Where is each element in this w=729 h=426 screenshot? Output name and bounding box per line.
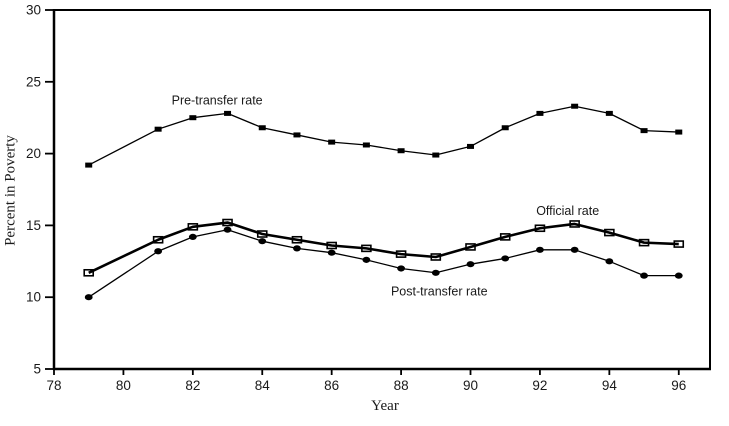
- post-transfer-rate-marker: [640, 272, 648, 279]
- pre-transfer-rate-marker: [605, 110, 613, 116]
- pre-transfer-rate-label: Pre-transfer rate: [172, 93, 263, 107]
- official-rate-marker: [430, 253, 442, 261]
- official-rate-label: Official rate: [536, 204, 599, 218]
- pre-transfer-rate-marker: [224, 110, 232, 116]
- official-rate-marker: [604, 228, 615, 237]
- pre-transfer-rate-marker: [189, 115, 197, 121]
- official-rate-marker: [465, 243, 476, 251]
- official-rate-line: [88, 221, 679, 274]
- y-tick-label: 15: [26, 218, 41, 233]
- official-rate-marker: [83, 268, 95, 277]
- post-transfer-rate-marker: [258, 238, 267, 245]
- pre-transfer-rate-marker: [675, 129, 683, 135]
- official-rate-marker: [326, 241, 337, 250]
- post-transfer-rate-label: Post-transfer rate: [391, 284, 488, 298]
- post-transfer-rate-marker: [188, 233, 197, 240]
- post-transfer-rate-line: [88, 229, 679, 298]
- post-transfer-rate-marker: [536, 246, 544, 253]
- post-transfer-rate-marker: [223, 226, 232, 233]
- post-transfer-rate-marker: [466, 261, 475, 268]
- post-transfer-rate-marker: [397, 265, 405, 272]
- y-tick-label: 5: [33, 362, 41, 377]
- pre-transfer-rate-marker: [85, 162, 93, 168]
- post-transfer-rate-marker: [570, 246, 579, 253]
- pre-transfer-rate-marker: [397, 148, 405, 154]
- official-rate-marker: [187, 223, 199, 231]
- official-rate-marker: [673, 240, 685, 248]
- post-transfer-rate-marker: [154, 248, 163, 255]
- pre-transfer-rate-marker: [467, 143, 475, 149]
- official-rate-marker: [569, 220, 580, 228]
- x-tick-label: 96: [671, 378, 686, 393]
- post-transfer-rate-marker: [605, 258, 614, 265]
- official-rate-marker: [256, 230, 268, 238]
- post-transfer-rate-marker: [362, 256, 371, 263]
- official-rate-marker: [291, 235, 303, 244]
- y-tick-label: 25: [26, 74, 41, 89]
- x-tick-label: 84: [255, 378, 271, 393]
- x-tick-label: 88: [394, 378, 409, 393]
- y-tick-label: 10: [26, 290, 41, 305]
- post-transfer-rate-marker: [674, 272, 683, 279]
- pre-transfer-rate-marker: [362, 142, 370, 148]
- pre-transfer-rate-marker: [328, 139, 336, 145]
- post-transfer-rate-marker: [327, 249, 336, 256]
- pre-transfer-rate-marker: [293, 132, 301, 138]
- post-transfer-rate-marker: [84, 294, 93, 301]
- official-rate-marker: [499, 233, 511, 241]
- pre-transfer-rate-marker: [432, 152, 440, 158]
- x-tick-label: 90: [463, 378, 478, 393]
- pre-transfer-rate-marker: [258, 125, 266, 131]
- y-tick-label: 30: [26, 3, 41, 18]
- official-rate-marker: [638, 238, 650, 247]
- x-tick-label: 92: [532, 378, 547, 393]
- x-tick-label: 82: [185, 378, 200, 393]
- official-rate-marker: [395, 250, 407, 258]
- x-axis-title: Year: [371, 398, 399, 414]
- official-rate-marker: [152, 235, 164, 244]
- post-transfer-rate-marker: [501, 255, 510, 262]
- x-tick-label: 86: [324, 378, 339, 393]
- official-rate-marker: [222, 218, 233, 227]
- official-rate-marker: [534, 224, 546, 233]
- plot-border: [53, 9, 711, 370]
- x-tick-label: 80: [116, 378, 131, 393]
- y-tick-label: 20: [26, 146, 41, 161]
- x-tick-label: 78: [46, 378, 61, 393]
- pre-transfer-rate-line: [88, 105, 679, 166]
- official-rate-marker: [361, 244, 372, 253]
- pre-transfer-rate-marker: [640, 128, 648, 134]
- y-axis-title: Percent in Poverty: [2, 135, 19, 246]
- pre-transfer-rate-marker: [501, 125, 509, 131]
- pre-transfer-rate-marker: [154, 126, 162, 132]
- post-transfer-rate-marker: [431, 269, 440, 276]
- pre-transfer-rate-marker: [571, 103, 579, 109]
- x-tick-label: 94: [602, 378, 618, 393]
- pre-transfer-rate-marker: [536, 110, 544, 116]
- post-transfer-rate-marker: [293, 245, 301, 252]
